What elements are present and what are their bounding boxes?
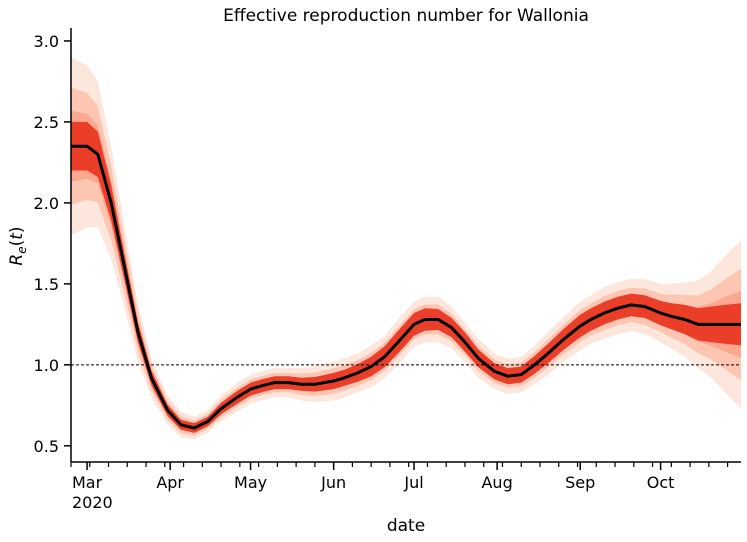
x-tick-label: May	[234, 473, 267, 492]
x-tick-label: Oct	[647, 473, 675, 492]
x-tick-label: Apr	[156, 473, 184, 492]
x-tick-label: Sep	[565, 473, 595, 492]
x-axis-label: date	[387, 516, 425, 536]
y-tick-label: 1.5	[34, 275, 59, 294]
band-outer	[71, 57, 741, 440]
y-tick-label: 0.5	[34, 437, 59, 456]
year-label: 2020	[72, 493, 113, 512]
y-ticks: 0.5 1.0 1.5 2.0 2.5 3.0	[34, 32, 71, 456]
band-inner	[71, 121, 741, 433]
y-axis-label: Re(t)	[7, 226, 29, 265]
y-tick-label: 2.5	[34, 113, 59, 132]
x-tick-label: Mar	[72, 473, 103, 492]
series-line	[71, 144, 741, 430]
y-tick-label: 3.0	[34, 32, 59, 51]
band-mid	[71, 110, 741, 433]
x-tick-label: Jul	[403, 473, 423, 492]
y-tick-label: 2.0	[34, 194, 59, 213]
x-tick-label: Aug	[481, 473, 512, 492]
band-mid-outer	[71, 87, 741, 436]
x-tick-label: Jun	[320, 473, 346, 492]
credible-bands	[71, 57, 741, 440]
x-ticks: Mar Apr May Jun Jul Aug Sep Oct	[70, 462, 729, 492]
y-tick-label: 1.0	[34, 356, 59, 375]
chart-title: Effective reproduction number for Wallon…	[223, 6, 589, 26]
